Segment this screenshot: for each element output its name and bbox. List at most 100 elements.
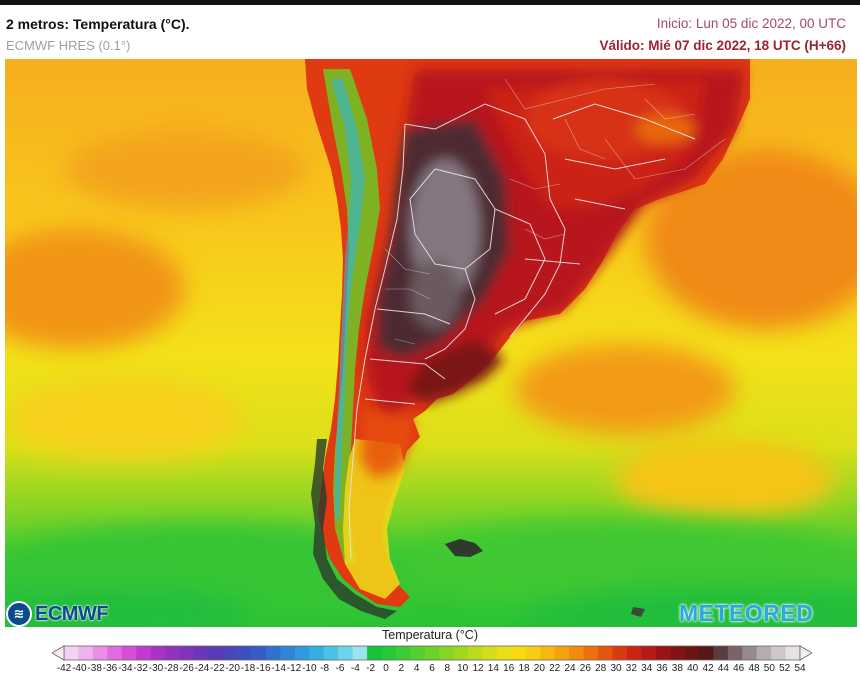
legend-color-cell: [785, 646, 801, 660]
legend-color-cell: [179, 646, 195, 660]
legend-color-cell: [424, 646, 440, 660]
temperature-field: [5, 59, 857, 627]
legend-color-cell: [294, 646, 310, 660]
legend-tick-label: -32: [133, 663, 148, 674]
legend-tick-label: 18: [518, 663, 530, 674]
map-title: 2 metros: Temperatura (°C).: [6, 16, 190, 32]
legend-color-cell: [554, 646, 570, 660]
legend-tick-label: 36: [656, 663, 668, 674]
legend-tick-label: -30: [148, 663, 164, 674]
temperature-color-bar: [52, 645, 812, 661]
legend-color-cell: [165, 646, 180, 660]
legend-color-cell: [511, 646, 527, 660]
legend-title: Temperatura (°C): [382, 628, 478, 642]
ecmwf-logo: ≋ ECMWF: [6, 601, 109, 627]
legend-tick-label: -34: [118, 663, 133, 674]
legend-tick-labels: -42 -40 -38 -36 -34 -32 -30 -28 -26 -24 -22 -20 -18-…: [57, 663, 806, 677]
legend-color-cell: [395, 646, 411, 660]
legend-color-cell: [251, 646, 267, 660]
legend-color-cell: [525, 646, 541, 660]
legend-color-cell: [266, 646, 281, 660]
legend-tick-label: 32: [625, 663, 637, 674]
legend-color-cell: [468, 646, 483, 660]
legend-tick-label: 34: [641, 663, 653, 674]
legend-color-cell: [107, 646, 123, 660]
top-border: [0, 0, 860, 5]
legend-color-cell: [381, 646, 397, 660]
chile-fjords: [311, 439, 397, 619]
legend-color-cell: [64, 646, 79, 660]
legend-tick-label: -6: [335, 663, 345, 674]
legend-color-cell: [742, 646, 757, 660]
falkland-islands: [445, 539, 483, 557]
legend-color-cell: [439, 646, 454, 660]
legend-tick-label: 26: [579, 663, 591, 674]
legend-tick-label: 48: [748, 663, 760, 674]
legend-tick-label: -38: [87, 663, 102, 674]
ocean-warm-patches: [5, 129, 857, 519]
valid-time: Válido: Mié 07 dic 2022, 18 UTC (H+66): [599, 38, 846, 53]
legend-color-cell: [193, 646, 209, 660]
ecmwf-mark-icon: ≋: [6, 601, 32, 627]
legend-tick-label: -42: [56, 663, 72, 674]
legend-color-cell: [208, 646, 224, 660]
legend-tick-label: 44: [717, 663, 729, 674]
legend-arrow-right-icon: [799, 645, 812, 661]
legend-color-cell: [597, 646, 613, 660]
province-borders: [384, 78, 726, 345]
legend-tick-label: 24: [564, 663, 576, 674]
legend-color-cell: [583, 646, 599, 660]
patagonia-warm: [360, 409, 415, 479]
legend-color-cell: [92, 646, 108, 660]
legend-color-cell: [655, 646, 671, 660]
meteored-logo: METEORED: [679, 600, 814, 626]
legend-tick-label: 8: [444, 663, 451, 674]
legend-color-cell: [569, 646, 584, 660]
legend-color-cell: [352, 646, 368, 660]
legend-color-cell: [756, 646, 772, 660]
legend-color-cell: [237, 646, 252, 660]
legend-tick-label: 50: [763, 663, 775, 674]
legend-tick-label: -36: [102, 663, 118, 674]
legend-arrow-left-icon: [52, 645, 65, 661]
legend-tick-label: -22: [210, 663, 225, 674]
legend-tick-label: -28: [164, 663, 179, 674]
legend-color-cell: [367, 646, 382, 660]
legend-cells: [63, 645, 801, 661]
andes-peaks: [331, 79, 365, 519]
legend-tick-label: -8: [320, 663, 330, 674]
legend-tick-label: 30: [610, 663, 622, 674]
legend-color-cell: [698, 646, 714, 660]
legend-tick-label: 12: [472, 663, 484, 674]
legend-tick-label: -14: [271, 663, 286, 674]
country-borders: [348, 103, 696, 560]
legend-tick-label: -10: [302, 663, 317, 674]
map-header: 2 metros: Temperatura (°C). ECMWF HRES (…: [0, 5, 860, 59]
legend-color-cell: [496, 646, 512, 660]
south-georgia: [631, 607, 645, 617]
legend-color-cell: [670, 646, 685, 660]
legend-color-cell: [626, 646, 642, 660]
legend-color-cell: [727, 646, 743, 660]
legend-color-cell: [121, 646, 137, 660]
legend-tick-label: 2: [398, 663, 405, 674]
legend-tick-label: 52: [779, 663, 791, 674]
legend-tick-label: -16: [256, 663, 271, 674]
legend-tick-label: 20: [533, 663, 545, 674]
legend-color-cell: [150, 646, 166, 660]
ocean-cool-band: [5, 519, 857, 627]
legend-tick-label: 42: [702, 663, 714, 674]
legend-color-cell: [540, 646, 555, 660]
legend-tick-label: -12: [286, 663, 302, 674]
legend-color-cell: [222, 646, 238, 660]
legend-tick-label: 6: [429, 663, 435, 674]
model-label: ECMWF HRES (0.1°): [6, 38, 131, 53]
legend-tick-label: 28: [595, 663, 607, 674]
legend-color-cell: [78, 646, 94, 660]
init-time: Inicio: Lun 05 dic 2022, 00 UTC: [656, 16, 846, 31]
legend-color-cell: [136, 646, 151, 660]
legend-tick-label: -40: [72, 663, 87, 674]
legend-tick-label: 4: [413, 663, 420, 674]
temperature-map: [5, 59, 857, 627]
legend-tick-label: 46: [733, 663, 745, 674]
